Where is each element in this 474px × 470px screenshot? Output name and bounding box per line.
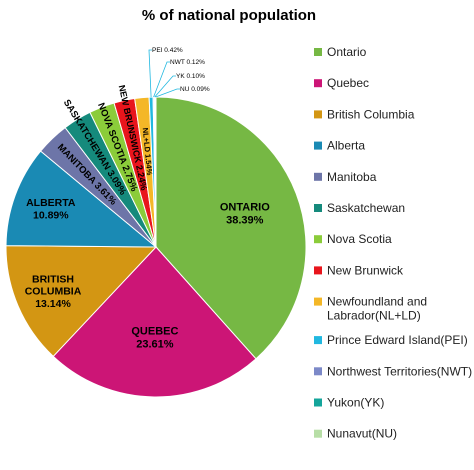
legend-label: Quebec [327, 76, 369, 90]
slice-label-alberta: ALBERTA 10.89% [26, 197, 76, 221]
legend-item-ontario: Ontario [314, 45, 367, 59]
legend-item-quebec: Quebec [314, 76, 369, 90]
slice-label-newfoundland-and-labrador-nl-ld: NL+LD 1.54% [141, 127, 154, 176]
legend-item-nova-scotia: Nova Scotia [314, 232, 392, 246]
legend-item-yukon-yk: Yukon(YK) [314, 396, 384, 410]
legend-swatch [314, 429, 322, 438]
slice-label-prince-edward-island-pei: PEI 0.42% [152, 47, 183, 54]
legend-label: Ontario [327, 45, 367, 59]
legend-swatch [314, 79, 322, 88]
legend-label: Saskatchewan [327, 201, 405, 215]
legend-swatch [314, 48, 322, 56]
slice-label-northwest-territories-nwt: NWT 0.12% [170, 59, 205, 66]
leader-line-prince-edward-island-pei [148, 49, 152, 98]
legend-item-prince-edward-island-pei: Prince Edward Island(PEI) [314, 333, 468, 347]
slice-label-nunavut-nu: NU 0.09% [180, 86, 210, 93]
legend-swatch [314, 398, 322, 407]
leader-line-yukon-yk [154, 75, 176, 98]
pie-slice-alberta [5, 150, 158, 248]
leader-line-nunavut-nu [155, 88, 180, 98]
leader-line-northwest-territories-nwt [153, 61, 170, 98]
legend-label: Prince Edward Island(PEI) [327, 333, 468, 347]
legend-item-newfoundland-and-labrador-nl-ld: Newfoundland and Labrador(NL+LD) [314, 295, 427, 323]
pie-slice-quebec [52, 246, 257, 398]
legend-item-new-brunwick: New Brunwick [314, 263, 404, 277]
legend-swatch [314, 336, 322, 345]
slice-label-quebec: QUEBEC 23.61% [131, 325, 178, 350]
legend-item-alberta: Alberta [314, 139, 365, 153]
legend-label: Newfoundland and Labrador(NL+LD) [327, 295, 427, 323]
legend-item-manitoba: Manitoba [314, 170, 377, 184]
legend-swatch [314, 235, 322, 244]
legend-swatch [314, 110, 322, 119]
legend-swatch [314, 204, 322, 212]
legend-label: Alberta [327, 139, 365, 153]
pie-slice-ontario [155, 96, 307, 360]
legend-label: Nunavut(NU) [327, 427, 397, 441]
legend-label: Northwest Territories(NWT) [327, 364, 472, 378]
pie-slices [5, 96, 307, 398]
legend: Ontario Quebec British Columbia Alberta Mani… [314, 45, 472, 441]
legend-swatch [314, 297, 322, 306]
legend-label: Nova Scotia [327, 232, 392, 246]
chart-title: % of national population [142, 7, 316, 24]
legend-swatch [314, 367, 322, 376]
legend-label: Yukon(YK) [327, 396, 384, 410]
legend-swatch [314, 141, 322, 150]
slice-label-british-columbia: BRITISH COLUMBIA 13.14% [25, 273, 82, 310]
legend-label: British Columbia [327, 107, 415, 121]
slice-label-ontario: ONTARIO 38.39% [220, 202, 270, 227]
pie-slice-british-columbia [5, 245, 158, 358]
legend-swatch [314, 266, 322, 275]
legend-item-saskatchewan: Saskatchewan [314, 201, 405, 215]
slice-label-yukon-yk: YK 0.10% [176, 73, 205, 80]
legend-item-british-columbia: British Columbia [314, 107, 415, 121]
legend-item-northwest-territories-nwt: Northwest Territories(NWT) [314, 364, 472, 378]
legend-item-nunavut-nu: Nunavut(NU) [314, 427, 397, 441]
legend-swatch [314, 172, 322, 181]
legend-label: Manitoba [327, 170, 377, 184]
legend-label: New Brunwick [327, 263, 404, 277]
